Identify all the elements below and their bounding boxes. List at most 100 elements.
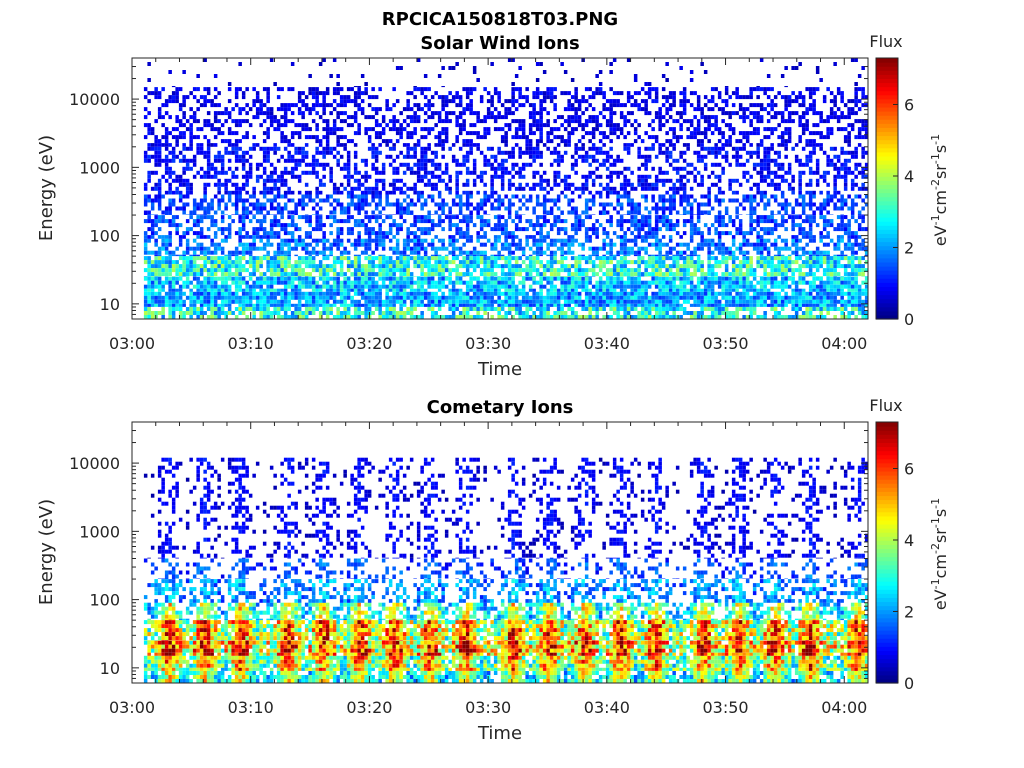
heatmap-cell <box>518 146 522 151</box>
heatmap-cell <box>539 250 543 255</box>
heatmap-cell <box>283 291 288 296</box>
heatmap-cell <box>290 288 295 292</box>
heatmap-cell <box>465 268 470 273</box>
heatmap-cell <box>374 190 379 195</box>
heatmap-cell <box>259 276 263 277</box>
heatmap-cell <box>252 246 256 251</box>
heatmap-cell <box>423 295 428 300</box>
heatmap-cell <box>280 256 284 261</box>
heatmap-cell <box>588 311 592 315</box>
heatmap-cell <box>185 295 190 300</box>
heatmap-cell <box>322 198 326 203</box>
heatmap-cell <box>276 303 281 307</box>
heatmap-cell <box>266 190 270 195</box>
heatmap-cell <box>560 276 564 281</box>
heatmap-cell <box>318 272 323 277</box>
heatmap-cell <box>164 295 169 300</box>
heatmap-cell <box>161 299 165 304</box>
heatmap-cell <box>591 264 596 269</box>
heatmap-cell <box>325 311 330 315</box>
heatmap-cell <box>175 272 179 277</box>
heatmap-cell <box>581 280 585 285</box>
heatmap-cell <box>266 307 270 311</box>
heatmap-cell <box>556 174 561 179</box>
heatmap-cell <box>423 174 428 179</box>
heatmap-cell <box>171 315 176 319</box>
heatmap-cell <box>318 103 323 108</box>
heatmap-cell <box>409 131 414 136</box>
heatmap-cell <box>437 303 442 307</box>
heatmap-cell <box>147 280 151 285</box>
heatmap-cell <box>245 280 249 285</box>
heatmap-cell <box>203 295 207 300</box>
heatmap-cell <box>206 119 211 124</box>
heatmap-cell <box>385 143 389 147</box>
heatmap-cell <box>532 315 536 319</box>
heatmap-cell <box>353 303 358 307</box>
heatmap-cell <box>252 99 256 104</box>
heatmap-cell <box>455 174 459 179</box>
heatmap-cell <box>353 143 358 147</box>
heatmap-cell <box>360 202 365 207</box>
heatmap-cell <box>175 178 179 183</box>
heatmap-cell <box>483 291 487 296</box>
heatmap-cell <box>311 246 316 251</box>
heatmap-cell <box>588 190 592 195</box>
heatmap-cell <box>297 158 302 163</box>
heatmap-cell <box>465 143 470 147</box>
heatmap-cell <box>472 299 477 304</box>
heatmap-cell <box>332 127 337 132</box>
heatmap-cell <box>143 299 148 304</box>
heatmap-cell <box>490 307 494 311</box>
heatmap-cell <box>364 227 368 232</box>
heatmap-cell <box>504 260 508 265</box>
heatmap-cell <box>535 198 540 203</box>
heatmap-cell <box>539 280 543 285</box>
heatmap-cell <box>315 219 319 224</box>
heatmap-cell <box>266 186 270 191</box>
heatmap-cell <box>458 264 463 269</box>
heatmap-cell <box>434 150 438 155</box>
heatmap-cell <box>539 182 543 187</box>
heatmap-cell <box>588 139 592 144</box>
heatmap-cell <box>525 150 529 155</box>
heatmap-cell <box>262 227 267 232</box>
heatmap-cell <box>574 284 578 289</box>
heatmap-cell <box>210 238 214 243</box>
heatmap-cell <box>147 276 151 277</box>
heatmap-cell <box>605 295 610 300</box>
heatmap-cell <box>266 150 270 155</box>
heatmap-cell <box>343 291 347 296</box>
heatmap-cell <box>248 254 253 257</box>
heatmap-cell <box>399 295 403 300</box>
heatmap-cell <box>462 202 466 207</box>
heatmap-cell <box>329 127 333 132</box>
heatmap-cell <box>266 99 270 104</box>
heatmap-cell <box>602 210 606 215</box>
heatmap-cell <box>413 190 417 195</box>
heatmap-cell <box>185 166 190 171</box>
heatmap-cell <box>304 284 309 289</box>
heatmap-cell <box>178 131 183 136</box>
heatmap-cell <box>528 127 533 132</box>
heatmap-cell <box>255 299 260 304</box>
heatmap-cell <box>486 280 491 285</box>
heatmap-cell <box>143 276 148 277</box>
heatmap-cell <box>178 150 183 155</box>
heatmap-cell <box>584 131 589 136</box>
heatmap-cell <box>532 186 536 191</box>
heatmap-cell <box>336 162 340 167</box>
heatmap-cell <box>588 288 592 292</box>
heatmap-cell <box>178 223 183 228</box>
heatmap-cell <box>577 291 582 296</box>
heatmap-cell <box>605 123 610 128</box>
heatmap-cell <box>224 186 228 191</box>
heatmap-cell <box>521 276 526 277</box>
heatmap-cell <box>490 315 494 319</box>
heatmap-cell <box>546 119 550 124</box>
heatmap-cell <box>322 135 326 140</box>
heatmap-cell <box>493 223 498 228</box>
heatmap-cell <box>465 95 470 100</box>
heatmap-cell <box>213 235 218 239</box>
heatmap-cell <box>276 219 281 224</box>
